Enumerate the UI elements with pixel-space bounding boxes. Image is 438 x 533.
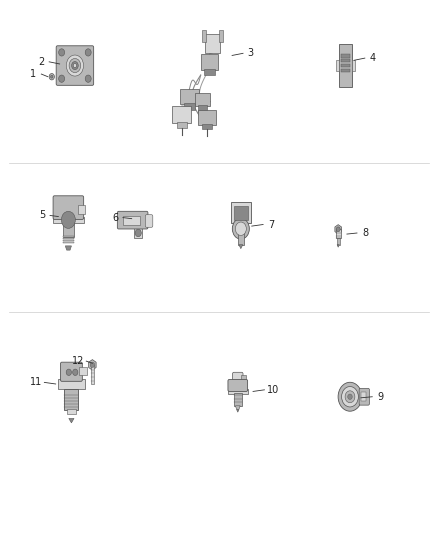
FancyBboxPatch shape xyxy=(60,362,82,381)
FancyBboxPatch shape xyxy=(123,216,140,225)
FancyBboxPatch shape xyxy=(198,106,207,111)
Polygon shape xyxy=(337,245,339,247)
FancyBboxPatch shape xyxy=(201,54,218,70)
FancyBboxPatch shape xyxy=(352,60,355,71)
FancyBboxPatch shape xyxy=(67,409,76,414)
FancyBboxPatch shape xyxy=(219,30,223,42)
Circle shape xyxy=(345,391,355,403)
FancyBboxPatch shape xyxy=(359,389,370,405)
FancyBboxPatch shape xyxy=(339,44,352,86)
FancyBboxPatch shape xyxy=(177,122,187,128)
Text: 11: 11 xyxy=(30,377,42,387)
FancyBboxPatch shape xyxy=(233,206,248,220)
FancyBboxPatch shape xyxy=(231,203,251,223)
FancyBboxPatch shape xyxy=(241,375,246,380)
Circle shape xyxy=(66,369,71,375)
Polygon shape xyxy=(237,410,239,412)
FancyBboxPatch shape xyxy=(180,90,199,104)
FancyBboxPatch shape xyxy=(341,59,350,62)
Text: 12: 12 xyxy=(72,356,85,366)
Circle shape xyxy=(59,75,65,82)
FancyBboxPatch shape xyxy=(134,227,142,238)
FancyBboxPatch shape xyxy=(56,46,94,85)
FancyBboxPatch shape xyxy=(341,54,350,58)
FancyBboxPatch shape xyxy=(336,60,339,71)
Text: 9: 9 xyxy=(378,392,384,402)
Circle shape xyxy=(51,75,53,78)
FancyBboxPatch shape xyxy=(205,34,220,53)
FancyBboxPatch shape xyxy=(117,211,148,229)
FancyBboxPatch shape xyxy=(145,215,153,227)
Text: 5: 5 xyxy=(39,211,45,221)
Circle shape xyxy=(59,49,65,56)
FancyBboxPatch shape xyxy=(172,106,191,123)
FancyBboxPatch shape xyxy=(91,365,94,384)
FancyBboxPatch shape xyxy=(201,124,212,130)
FancyBboxPatch shape xyxy=(53,217,84,223)
FancyBboxPatch shape xyxy=(341,64,350,67)
Polygon shape xyxy=(69,418,74,423)
FancyBboxPatch shape xyxy=(204,69,215,75)
Circle shape xyxy=(73,369,78,375)
Circle shape xyxy=(85,75,91,82)
FancyBboxPatch shape xyxy=(228,389,247,394)
Circle shape xyxy=(135,229,141,237)
Circle shape xyxy=(69,59,81,72)
Text: 3: 3 xyxy=(248,49,254,58)
FancyBboxPatch shape xyxy=(337,238,340,245)
Circle shape xyxy=(61,212,75,228)
Polygon shape xyxy=(88,360,96,370)
FancyBboxPatch shape xyxy=(79,367,87,375)
Text: 6: 6 xyxy=(112,213,118,223)
FancyBboxPatch shape xyxy=(228,379,247,391)
Circle shape xyxy=(342,386,358,407)
Text: 7: 7 xyxy=(268,220,275,230)
Circle shape xyxy=(348,394,352,399)
Circle shape xyxy=(71,61,78,70)
FancyBboxPatch shape xyxy=(194,93,210,106)
Circle shape xyxy=(90,362,95,368)
Text: 4: 4 xyxy=(370,53,376,63)
FancyBboxPatch shape xyxy=(184,103,195,110)
FancyBboxPatch shape xyxy=(53,196,84,220)
FancyBboxPatch shape xyxy=(361,392,366,401)
Circle shape xyxy=(232,219,249,239)
Polygon shape xyxy=(65,246,71,250)
Circle shape xyxy=(49,74,54,80)
FancyBboxPatch shape xyxy=(63,236,74,237)
FancyBboxPatch shape xyxy=(63,242,74,244)
FancyBboxPatch shape xyxy=(198,110,215,125)
FancyBboxPatch shape xyxy=(58,379,85,389)
Polygon shape xyxy=(335,224,342,234)
FancyBboxPatch shape xyxy=(64,389,78,409)
Circle shape xyxy=(336,227,340,232)
Text: 8: 8 xyxy=(362,228,368,238)
Circle shape xyxy=(338,382,362,411)
Circle shape xyxy=(66,55,84,76)
FancyBboxPatch shape xyxy=(234,393,242,406)
FancyBboxPatch shape xyxy=(341,69,350,72)
FancyBboxPatch shape xyxy=(78,205,85,214)
FancyBboxPatch shape xyxy=(233,372,243,383)
Polygon shape xyxy=(235,406,240,410)
Circle shape xyxy=(73,63,77,68)
FancyBboxPatch shape xyxy=(238,228,244,245)
Circle shape xyxy=(85,49,91,56)
FancyBboxPatch shape xyxy=(63,240,74,241)
FancyBboxPatch shape xyxy=(63,222,74,237)
FancyBboxPatch shape xyxy=(63,238,74,239)
FancyBboxPatch shape xyxy=(336,229,341,238)
Text: 10: 10 xyxy=(267,385,279,395)
Text: 2: 2 xyxy=(38,57,44,67)
Circle shape xyxy=(235,222,246,236)
FancyBboxPatch shape xyxy=(202,30,206,42)
Polygon shape xyxy=(239,245,243,249)
Text: 1: 1 xyxy=(30,69,36,79)
